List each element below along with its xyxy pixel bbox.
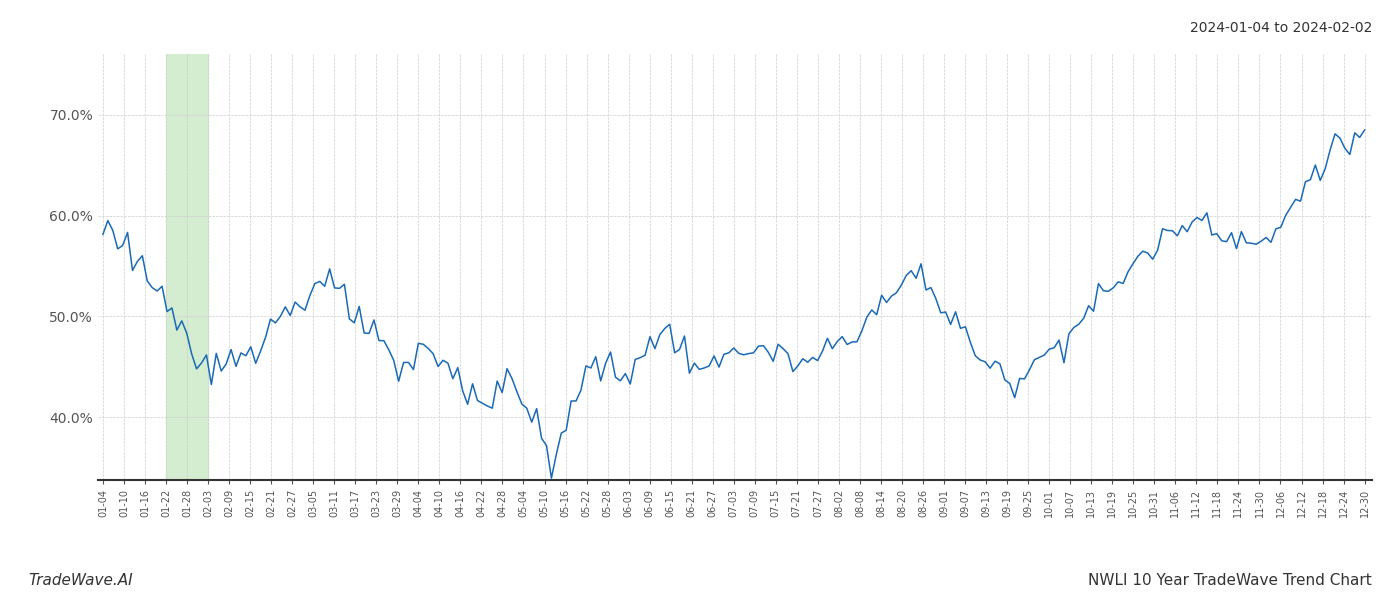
Text: NWLI 10 Year TradeWave Trend Chart: NWLI 10 Year TradeWave Trend Chart — [1088, 573, 1372, 588]
Text: TradeWave.AI: TradeWave.AI — [28, 573, 133, 588]
Text: 2024-01-04 to 2024-02-02: 2024-01-04 to 2024-02-02 — [1190, 21, 1372, 35]
Bar — [167, 54, 209, 480]
